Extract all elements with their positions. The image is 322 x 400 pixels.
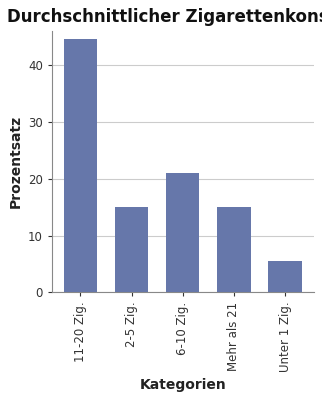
Bar — [64, 39, 97, 292]
X-axis label: Kategorien: Kategorien — [139, 378, 226, 392]
Bar — [166, 173, 199, 292]
Bar — [115, 207, 148, 292]
Y-axis label: Prozentsatz: Prozentsatz — [8, 115, 22, 208]
Bar — [269, 261, 302, 292]
Bar — [217, 207, 251, 292]
Title: Durchschnittlicher Zigarettenkonsum: Durchschnittlicher Zigarettenkonsum — [7, 8, 322, 26]
